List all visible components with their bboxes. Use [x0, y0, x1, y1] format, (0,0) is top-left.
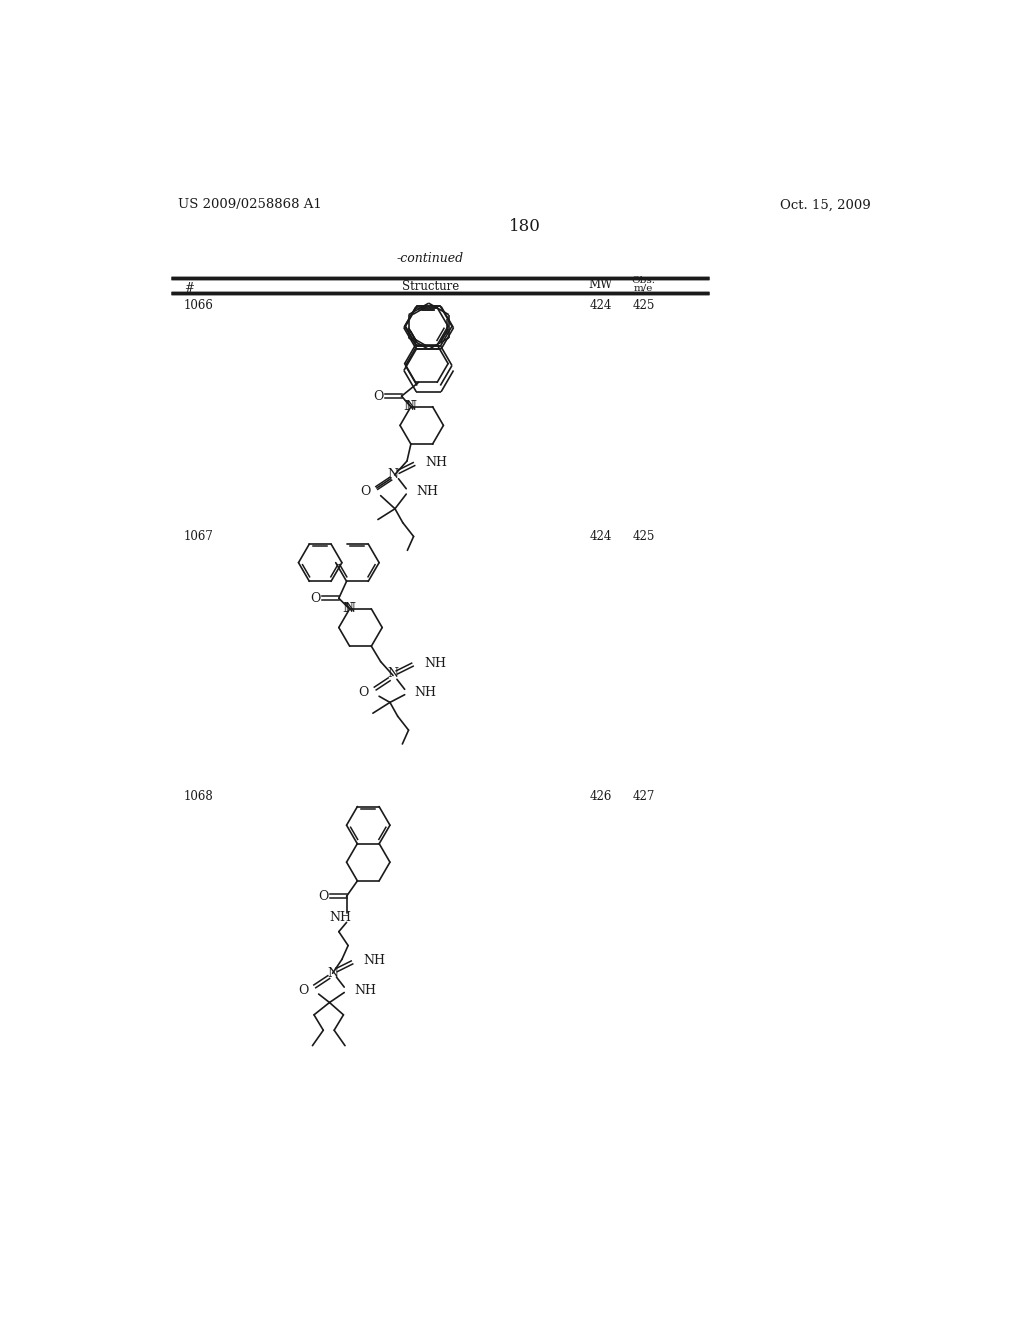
Text: NH: NH	[415, 686, 437, 698]
Text: O: O	[298, 983, 308, 997]
Text: NH: NH	[417, 486, 438, 499]
Text: Structure: Structure	[401, 280, 459, 293]
Text: N: N	[387, 469, 398, 482]
Text: N: N	[344, 602, 355, 615]
Text: O: O	[360, 486, 371, 499]
Text: NH: NH	[364, 954, 386, 968]
Text: Oct. 15, 2009: Oct. 15, 2009	[779, 198, 870, 211]
Text: N: N	[406, 400, 417, 413]
Text: N: N	[343, 602, 353, 615]
Text: NH: NH	[424, 656, 446, 669]
Text: 424: 424	[590, 300, 612, 313]
Text: NH: NH	[330, 911, 351, 924]
Text: NH: NH	[426, 455, 447, 469]
Text: N: N	[327, 966, 338, 979]
Text: 180: 180	[509, 218, 541, 235]
Text: 425: 425	[632, 531, 654, 544]
Text: m/e: m/e	[634, 284, 653, 292]
Text: 427: 427	[632, 789, 654, 803]
Text: O: O	[318, 890, 329, 903]
Text: N: N	[403, 400, 415, 413]
Text: O: O	[358, 686, 369, 698]
Text: #: #	[183, 282, 194, 296]
Text: 1068: 1068	[183, 789, 214, 803]
Text: 1067: 1067	[183, 531, 214, 544]
Text: 426: 426	[590, 789, 612, 803]
Text: N: N	[387, 668, 398, 680]
Text: 425: 425	[632, 300, 654, 313]
Text: NH: NH	[354, 983, 376, 997]
Text: US 2009/0258868 A1: US 2009/0258868 A1	[178, 198, 323, 211]
Text: Obs.: Obs.	[632, 276, 655, 285]
Text: 1066: 1066	[183, 300, 214, 313]
Text: -continued: -continued	[396, 252, 464, 265]
Text: O: O	[310, 591, 321, 605]
Text: O: O	[373, 389, 384, 403]
Text: 424: 424	[590, 531, 612, 544]
Text: MW: MW	[589, 277, 613, 290]
